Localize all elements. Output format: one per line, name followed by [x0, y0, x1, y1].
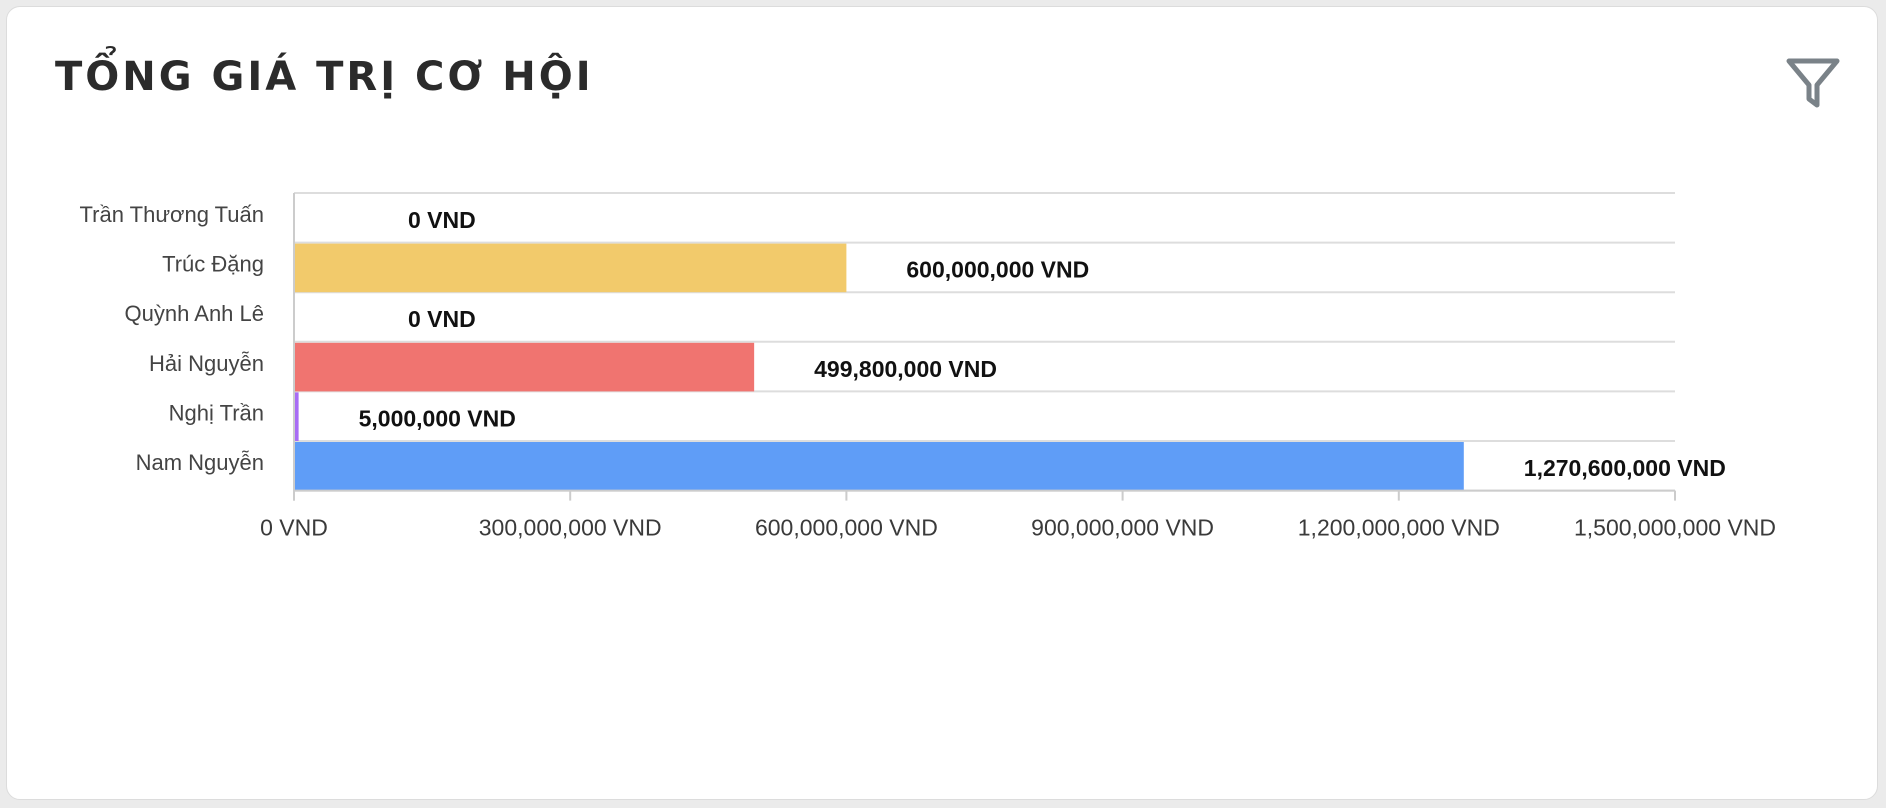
x-tick-label: 600,000,000 VND [755, 515, 938, 541]
x-tick-label: 900,000,000 VND [1031, 515, 1214, 541]
x-tick-label: 1,200,000,000 VND [1298, 515, 1500, 541]
data-label: 1,270,600,000 VND [1524, 455, 1726, 481]
card-title: TỔNG GIÁ TRỊ CƠ HỘI [55, 54, 594, 100]
data-label: 600,000,000 VND [906, 257, 1089, 283]
data-label: 0 VND [408, 207, 476, 233]
category-label: Hải Nguyễn [149, 351, 264, 376]
bar [294, 342, 755, 392]
bar [294, 392, 299, 441]
category-label: Trần Thương Tuấn [80, 202, 264, 227]
x-tick-label: 300,000,000 VND [479, 515, 662, 541]
chart-card: TỔNG GIÁ TRỊ CƠ HỘI [6, 6, 1878, 800]
filter-button[interactable] [1783, 53, 1843, 113]
x-tick-label: 1,500,000,000 VND [1574, 515, 1776, 541]
bar [294, 243, 847, 293]
x-tick-label: 0 VND [260, 515, 328, 541]
category-label: Nghị Trần [169, 400, 264, 425]
data-label: 499,800,000 VND [814, 356, 997, 382]
category-label: Nam Nguyễn [136, 450, 264, 475]
category-label: Quỳnh Anh Lê [125, 301, 264, 326]
filter-icon [1786, 58, 1840, 108]
bar [294, 442, 1464, 491]
data-label: 0 VND [408, 306, 476, 332]
data-label: 5,000,000 VND [359, 405, 516, 431]
category-label: Trúc Đặng [162, 252, 264, 277]
